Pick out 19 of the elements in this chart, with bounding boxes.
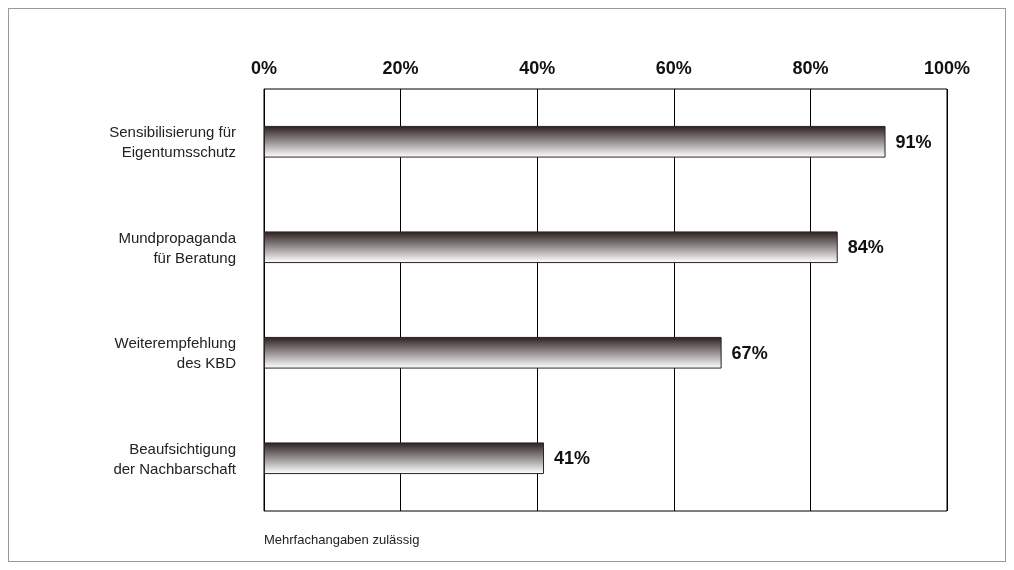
data-label: 84% <box>847 237 884 258</box>
y-tick-label: Beaufsichtigung der Nachbarschaft <box>113 439 237 477</box>
x-tick-label: 0% <box>250 58 278 78</box>
y-tick-label: Sensibilisierung für Eigentumsschutz <box>109 123 236 161</box>
bar <box>264 336 722 369</box>
x-tick-label: 20% <box>382 58 419 78</box>
x-tick-label: 60% <box>655 58 692 78</box>
bar <box>264 231 838 264</box>
x-tick-label: 80% <box>792 58 829 78</box>
x-tick-label: 40% <box>519 58 556 78</box>
text: Mehrfachangaben zulässig <box>264 532 420 547</box>
data-label: 41% <box>554 448 591 469</box>
y-tick-label: Mundpropaganda für Beratung <box>118 228 237 266</box>
bar <box>264 125 886 158</box>
data-label: 67% <box>731 342 768 363</box>
bar <box>264 442 545 475</box>
x-tick-label: 100% <box>923 58 971 78</box>
data-label: 91% <box>895 131 932 152</box>
y-tick-label: Weiterempfehlung des KBD <box>114 334 237 372</box>
